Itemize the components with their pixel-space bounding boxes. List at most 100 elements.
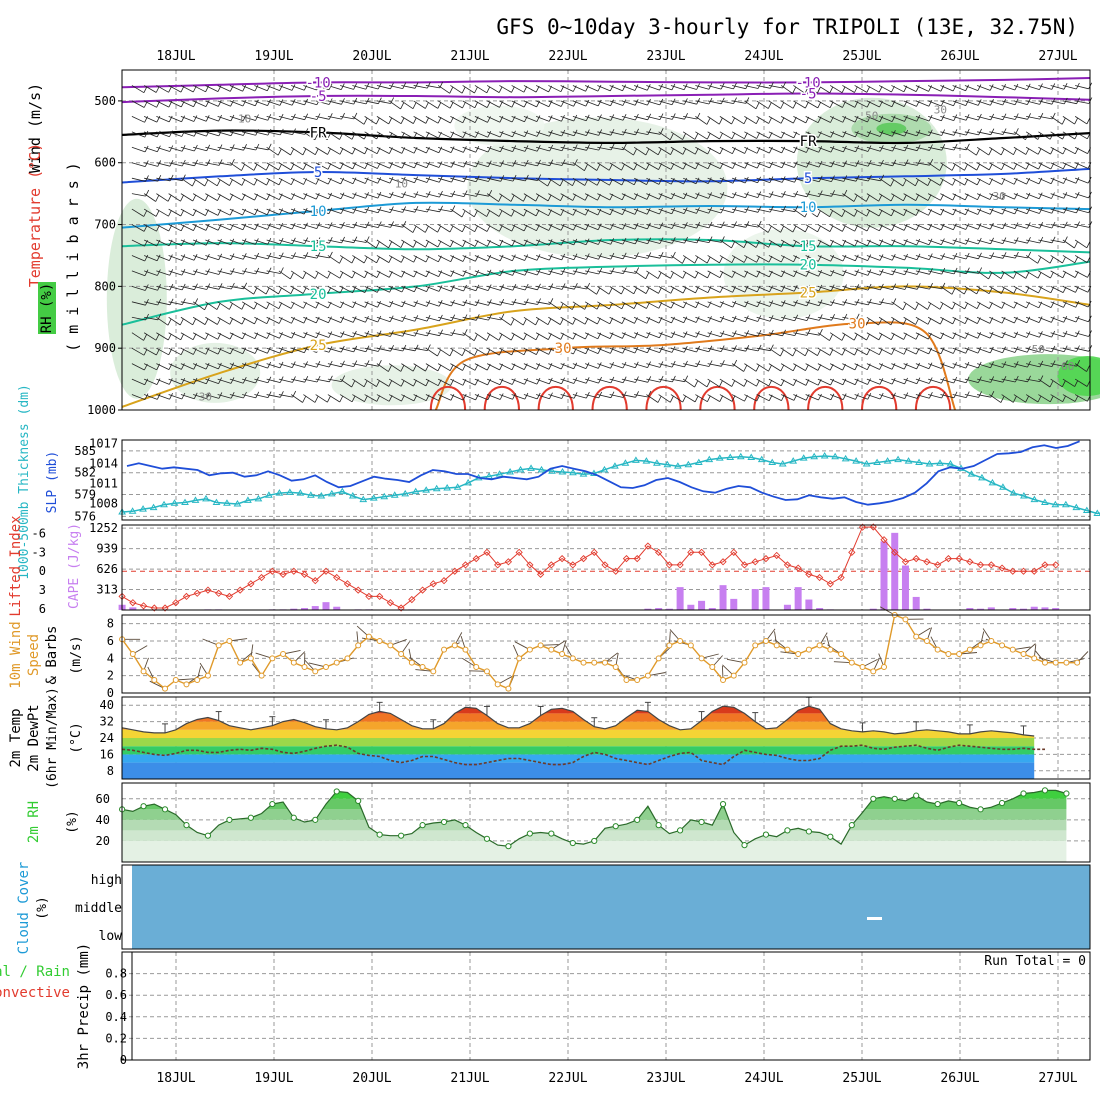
- wind-barb: [254, 286, 267, 295]
- wind-barb: [462, 347, 475, 356]
- wind-barb-flag: [645, 272, 650, 279]
- wind-barb: [780, 270, 795, 277]
- wind-barb-flag: [400, 102, 404, 110]
- wind-speed-point: [720, 677, 727, 683]
- wind-barb-flag: [818, 393, 822, 401]
- wind-barb-flag: [904, 129, 909, 137]
- isotherm-15: [122, 238, 1091, 254]
- wind-barb-flag: [817, 101, 822, 109]
- wind-barb-flag: [377, 221, 382, 228]
- wind-barb-flag: [768, 365, 772, 372]
- wind-barb-flag: [706, 380, 711, 388]
- wind-barb: [1001, 332, 1015, 339]
- wind-barb-flag: [1038, 177, 1043, 185]
- wind-barb: [278, 85, 293, 91]
- wind-barb-flag: [412, 241, 417, 248]
- wind-barb-flag: [1039, 207, 1043, 214]
- rh-point: [784, 827, 791, 834]
- wind-barb-flag: [818, 284, 823, 292]
- wind-barb-flag: [634, 332, 639, 339]
- wind-barb-flag: [743, 117, 748, 124]
- wind-barb-flag: [769, 285, 773, 292]
- wind-barb-flag: [634, 208, 639, 215]
- wind-barb: [1025, 286, 1039, 294]
- wind-barb-flag: [1026, 207, 1031, 214]
- isotherm-label: 10: [800, 200, 817, 216]
- wind-barb: [977, 378, 991, 383]
- wind-barb: [695, 286, 709, 294]
- wind-barb: [609, 332, 623, 339]
- wind-barb-flag: [952, 347, 957, 354]
- wind-barb: [719, 193, 734, 199]
- wind-barb: [523, 224, 537, 232]
- wind-barb-flag: [339, 257, 343, 264]
- wind-barb-flag: [536, 392, 541, 400]
- wind-barb-flag: [303, 331, 308, 339]
- wind-barb: [389, 193, 403, 199]
- wind-barb-flag: [352, 147, 356, 155]
- wind-barb-flag: [720, 192, 725, 199]
- wind-barb-flag: [927, 303, 931, 310]
- wind-barb: [609, 316, 623, 324]
- wind-barb: [817, 332, 830, 341]
- wind-barb: [817, 301, 832, 306]
- wind-barb: [450, 363, 463, 371]
- wind-barb-flag: [608, 288, 613, 295]
- wind-barb: [731, 146, 745, 154]
- wind-barb-flag: [916, 253, 921, 260]
- wind-barb: [940, 131, 955, 136]
- wind-barb: [621, 146, 634, 156]
- wind-barb: [658, 394, 671, 403]
- wind-barb: [768, 316, 783, 322]
- wind-barb: [989, 115, 1004, 121]
- wind-barb-flag: [964, 178, 969, 186]
- wind-speed-point: [569, 655, 576, 662]
- wind-barb-flag: [841, 86, 846, 93]
- wind-speed-point: [129, 651, 136, 657]
- wind-barb: [401, 193, 416, 198]
- cloud-level-middle: middle: [75, 901, 122, 916]
- wind-barb: [241, 208, 256, 216]
- wind-barb: [229, 332, 243, 340]
- wind-barb-flag: [792, 87, 796, 94]
- wind-barb: [413, 224, 426, 233]
- wind-barb: [719, 116, 732, 125]
- wind-barb-flag: [242, 114, 247, 121]
- wind-barb: [1050, 224, 1065, 229]
- wind-barb: [719, 378, 733, 387]
- li-point: [515, 548, 523, 556]
- wind-barb: [499, 363, 513, 371]
- li-point: [1030, 567, 1038, 575]
- wind-barb: [854, 255, 868, 261]
- wind-barb: [413, 270, 427, 278]
- wind-barb-flag: [206, 129, 210, 137]
- wind-barb-flag: [733, 221, 737, 228]
- wind-barb: [1075, 177, 1089, 184]
- wind-barb: [707, 363, 722, 367]
- wind-barb-flag: [609, 84, 614, 92]
- wind-barb: [156, 85, 169, 93]
- wind-barb-flag: [804, 87, 809, 94]
- wind-barb: [560, 85, 574, 92]
- wind-barb-flag: [1014, 83, 1019, 91]
- thickness-point: [558, 468, 567, 475]
- wind-barb: [217, 162, 232, 166]
- wind-barb: [352, 193, 366, 199]
- wind-barb: [535, 208, 549, 217]
- wind-barb: [584, 193, 598, 201]
- wind-barb: [229, 378, 244, 384]
- thickness-point: [202, 494, 210, 502]
- isotherm-label: 20: [800, 258, 817, 274]
- wind-barb: [646, 255, 661, 259]
- wind-barb: [290, 301, 304, 309]
- wind-barb: [364, 239, 377, 249]
- wind-barb: [1075, 347, 1089, 352]
- wind-barb-flag: [892, 392, 896, 399]
- thickness-point: [369, 494, 378, 501]
- wind-barb: [168, 255, 182, 261]
- li-point: [612, 567, 620, 575]
- wind-barb: [364, 255, 377, 264]
- wind-barb: [805, 131, 819, 138]
- li-point: [590, 548, 598, 556]
- wind-barb-flag: [167, 333, 172, 341]
